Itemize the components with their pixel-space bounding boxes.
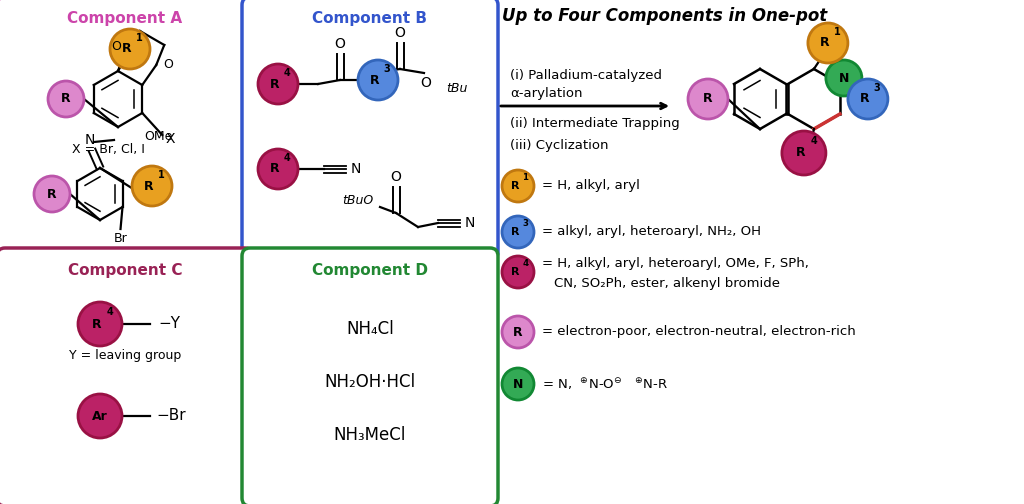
Text: 3: 3 bbox=[522, 219, 528, 228]
Text: O: O bbox=[111, 40, 121, 53]
FancyBboxPatch shape bbox=[242, 248, 498, 504]
Circle shape bbox=[358, 60, 398, 100]
Text: −Br: −Br bbox=[156, 409, 185, 423]
Text: 4: 4 bbox=[522, 259, 528, 268]
Text: R: R bbox=[61, 93, 71, 105]
Text: R: R bbox=[122, 42, 132, 55]
Text: N: N bbox=[351, 162, 361, 176]
Text: N: N bbox=[465, 216, 475, 230]
Text: R: R bbox=[513, 326, 523, 339]
Text: X: X bbox=[166, 132, 175, 146]
Circle shape bbox=[132, 166, 172, 206]
Text: (iii) Cyclization: (iii) Cyclization bbox=[510, 140, 608, 153]
Text: Component D: Component D bbox=[312, 263, 428, 278]
Text: R: R bbox=[144, 179, 154, 193]
Text: 4: 4 bbox=[106, 307, 114, 317]
Text: CN, SO₂Ph, ester, alkenyl bromide: CN, SO₂Ph, ester, alkenyl bromide bbox=[554, 278, 780, 290]
Text: = electron-poor, electron-neutral, electron-rich: = electron-poor, electron-neutral, elect… bbox=[542, 326, 856, 339]
Text: 1: 1 bbox=[158, 170, 165, 180]
Text: O: O bbox=[163, 58, 173, 72]
Text: 3: 3 bbox=[873, 83, 881, 93]
Circle shape bbox=[502, 216, 534, 248]
Text: R: R bbox=[796, 147, 806, 159]
Text: Y = leaving group: Y = leaving group bbox=[69, 349, 181, 362]
Text: Component B: Component B bbox=[312, 12, 427, 27]
Text: 3: 3 bbox=[384, 64, 390, 74]
Text: 1: 1 bbox=[834, 27, 841, 37]
Text: O: O bbox=[394, 26, 406, 40]
Text: O: O bbox=[421, 76, 431, 90]
Text: (ii) Intermediate Trapping: (ii) Intermediate Trapping bbox=[510, 117, 680, 131]
Circle shape bbox=[782, 131, 826, 175]
Text: = H, alkyl, aryl: = H, alkyl, aryl bbox=[542, 179, 640, 193]
Text: R: R bbox=[703, 93, 713, 105]
Text: 1: 1 bbox=[522, 173, 528, 182]
Text: R: R bbox=[371, 74, 380, 87]
Text: Br: Br bbox=[114, 232, 127, 245]
Text: NH₄Cl: NH₄Cl bbox=[346, 320, 394, 338]
Text: tBuO: tBuO bbox=[342, 195, 374, 208]
Text: O: O bbox=[390, 170, 401, 184]
FancyBboxPatch shape bbox=[242, 0, 498, 260]
Text: 4: 4 bbox=[284, 68, 291, 78]
Text: R: R bbox=[511, 227, 520, 237]
FancyBboxPatch shape bbox=[0, 248, 253, 504]
Text: R: R bbox=[511, 181, 520, 191]
Text: tBu: tBu bbox=[446, 83, 467, 95]
Circle shape bbox=[826, 60, 862, 96]
Text: = H, alkyl, aryl, heteroaryl, OMe, F, SPh,: = H, alkyl, aryl, heteroaryl, OMe, F, SP… bbox=[542, 258, 809, 271]
Text: NH₃MeCl: NH₃MeCl bbox=[334, 426, 407, 444]
Text: = N,  $^{\oplus}$N-O$^{\ominus}$   $^{\oplus}$N-R: = N, $^{\oplus}$N-O$^{\ominus}$ $^{\oplu… bbox=[542, 376, 668, 392]
Text: N: N bbox=[839, 72, 849, 85]
Text: Ar: Ar bbox=[92, 409, 108, 422]
Circle shape bbox=[78, 394, 122, 438]
Circle shape bbox=[502, 170, 534, 202]
Text: (i) Palladium-catalyzed: (i) Palladium-catalyzed bbox=[510, 70, 662, 83]
Circle shape bbox=[258, 64, 298, 104]
Text: X = Br, Cl, I: X = Br, Cl, I bbox=[72, 143, 144, 156]
Text: R: R bbox=[270, 78, 280, 91]
Circle shape bbox=[48, 81, 84, 117]
Text: α-arylation: α-arylation bbox=[510, 88, 583, 100]
Text: R: R bbox=[511, 267, 520, 277]
Text: 4: 4 bbox=[810, 136, 817, 146]
Text: 1: 1 bbox=[135, 33, 142, 43]
Text: N: N bbox=[85, 133, 95, 147]
Circle shape bbox=[502, 368, 534, 400]
Text: N: N bbox=[513, 377, 523, 391]
Text: Up to Four Components in One-pot: Up to Four Components in One-pot bbox=[502, 7, 827, 25]
Text: 4: 4 bbox=[284, 153, 291, 163]
Circle shape bbox=[78, 302, 122, 346]
Text: Component A: Component A bbox=[68, 12, 182, 27]
Text: R: R bbox=[47, 187, 56, 201]
Text: = alkyl, aryl, heteroaryl, NH₂, OH: = alkyl, aryl, heteroaryl, NH₂, OH bbox=[542, 225, 761, 238]
Circle shape bbox=[808, 23, 848, 63]
Text: −Y: −Y bbox=[158, 317, 180, 332]
Circle shape bbox=[688, 79, 728, 119]
Text: OMe: OMe bbox=[144, 130, 172, 143]
Circle shape bbox=[502, 256, 534, 288]
Circle shape bbox=[110, 29, 150, 69]
Text: Component C: Component C bbox=[68, 263, 182, 278]
Text: NH₂OH·HCl: NH₂OH·HCl bbox=[325, 373, 416, 391]
Circle shape bbox=[34, 176, 70, 212]
Circle shape bbox=[502, 316, 534, 348]
Text: R: R bbox=[270, 162, 280, 175]
Text: R: R bbox=[860, 93, 869, 105]
Text: R: R bbox=[820, 36, 829, 49]
Circle shape bbox=[848, 79, 888, 119]
Text: R: R bbox=[92, 318, 101, 331]
Circle shape bbox=[258, 149, 298, 189]
Text: O: O bbox=[335, 37, 345, 51]
FancyBboxPatch shape bbox=[0, 0, 253, 260]
